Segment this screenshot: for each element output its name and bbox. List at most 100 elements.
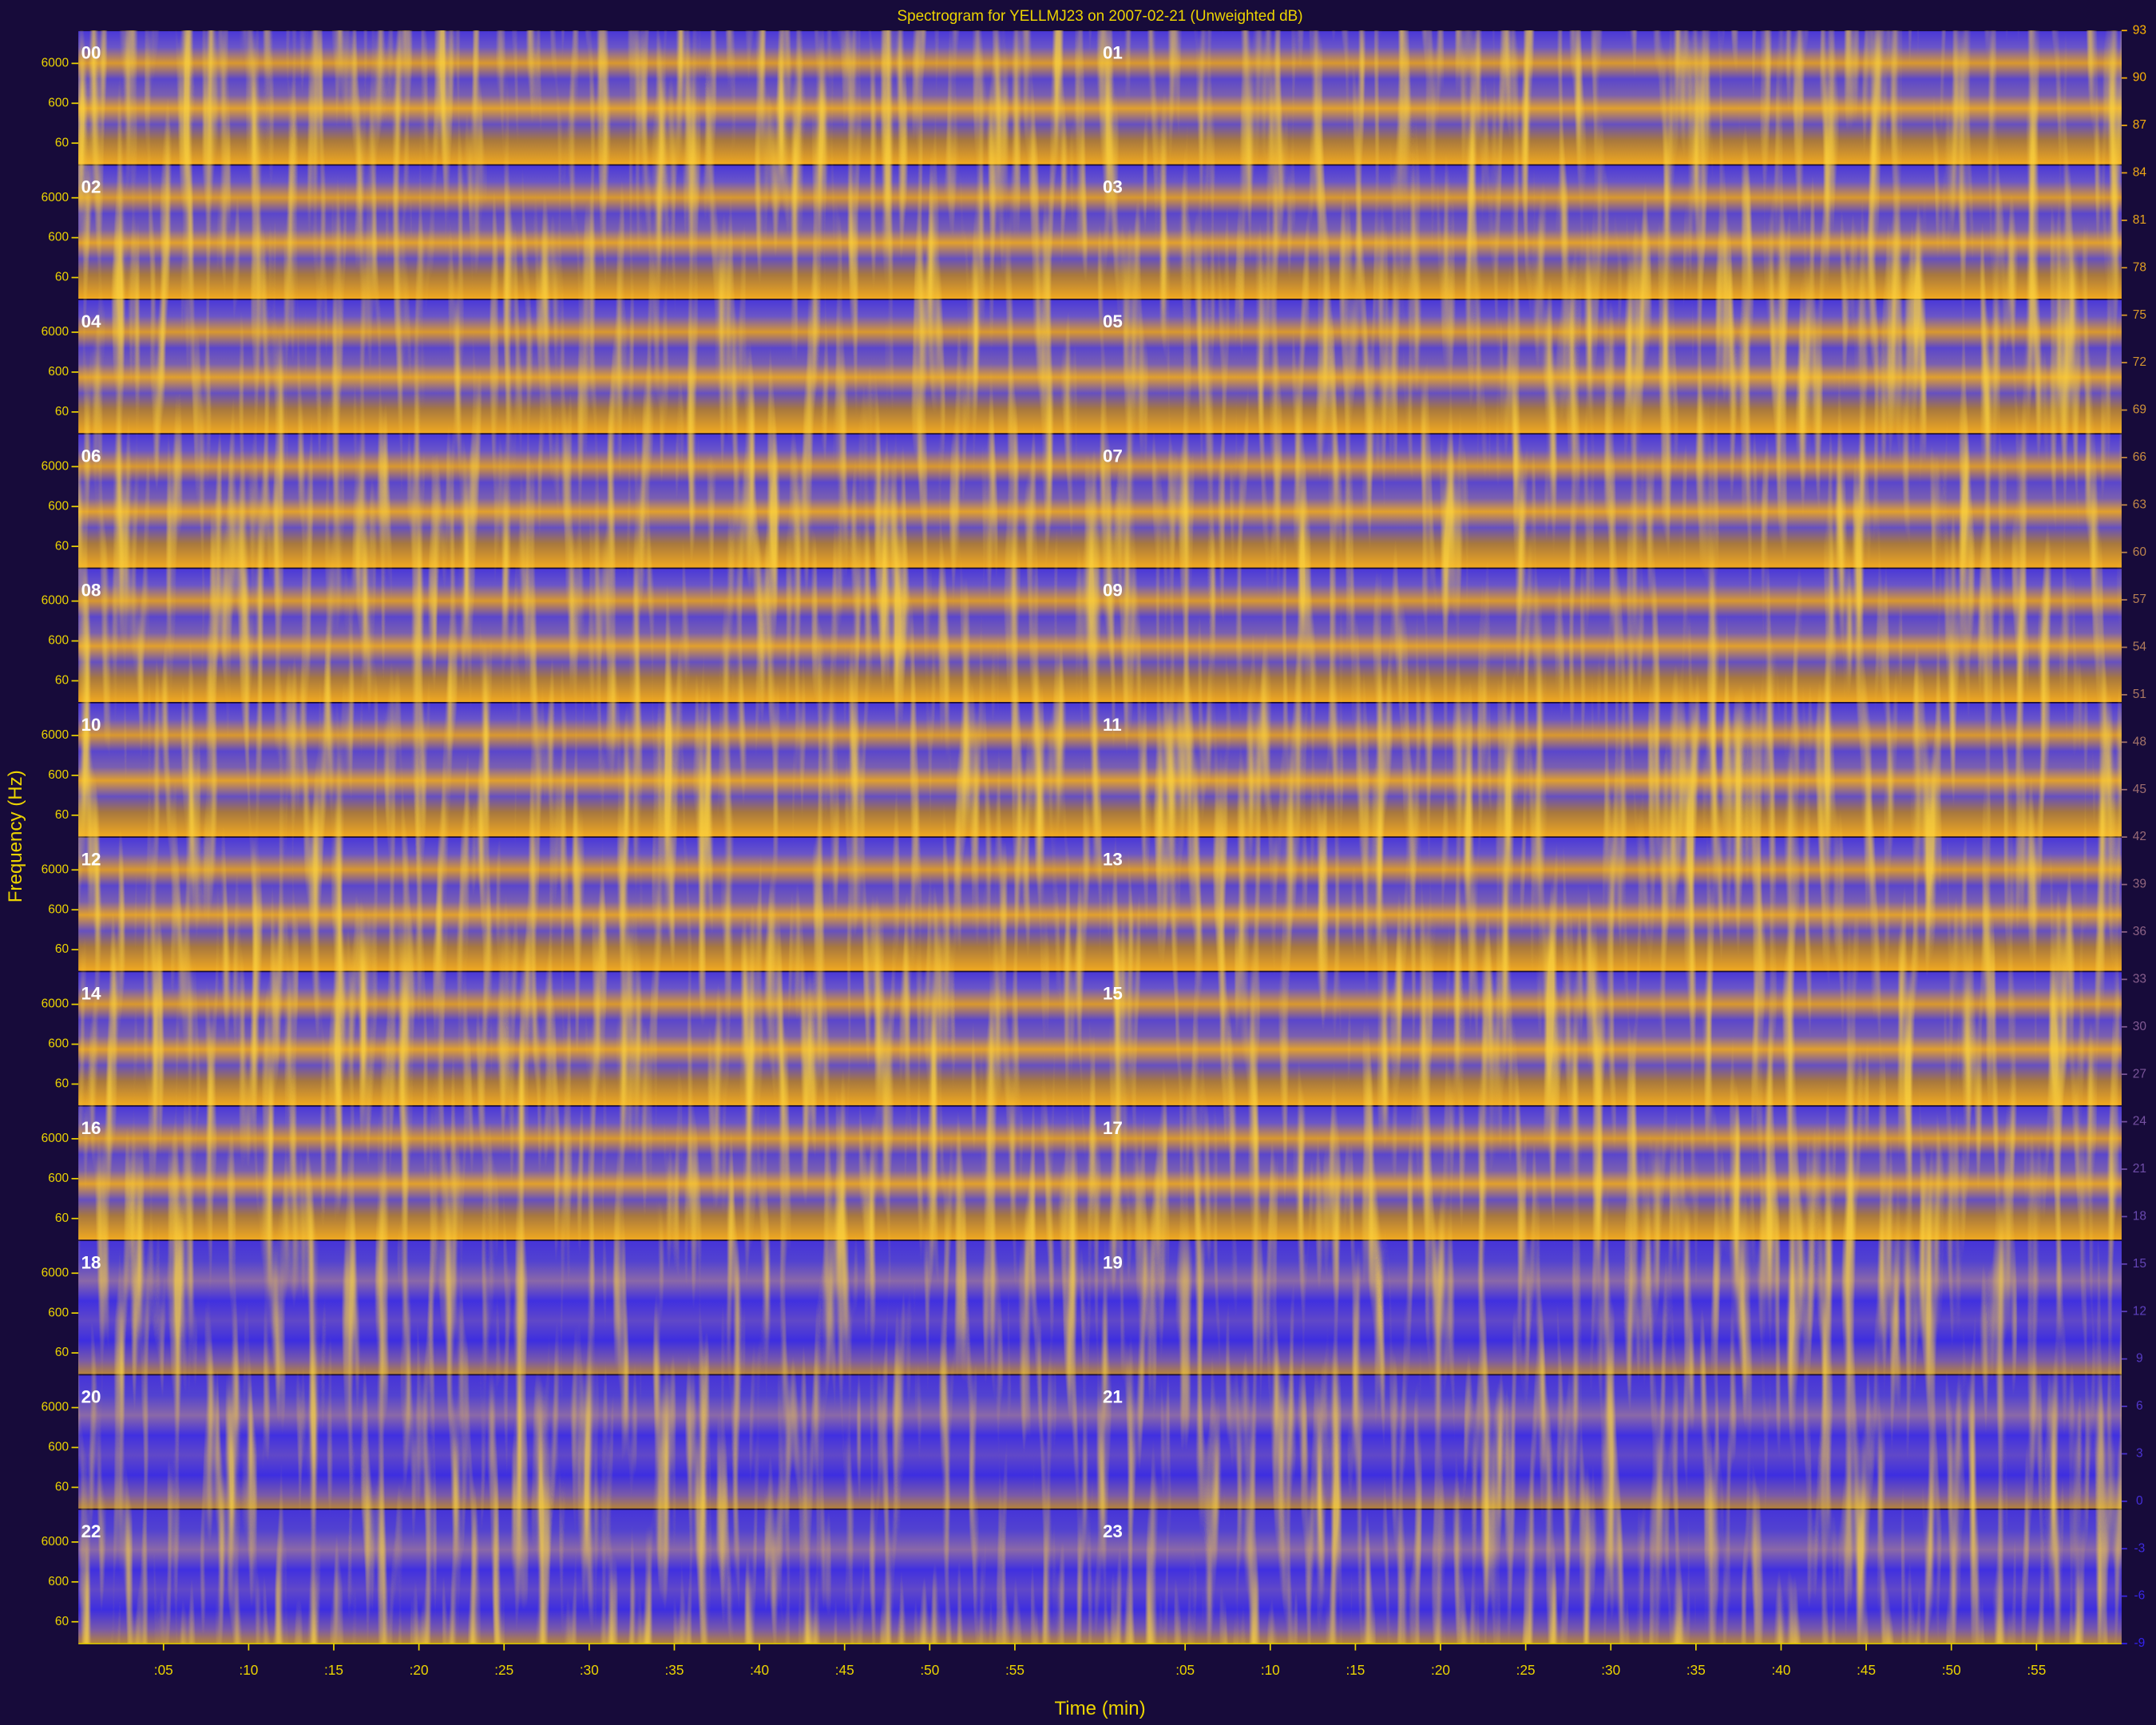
colorbar-tick-label: 90 [2133, 71, 2146, 85]
y-tick-label: 600 [48, 768, 69, 782]
y-tick-label: 6000 [42, 1535, 69, 1549]
x-tick-label: :20 [410, 1662, 429, 1678]
y-tick-label: 600 [48, 231, 69, 244]
colorbar-tick-label: 42 [2133, 830, 2146, 843]
colorbar-tick-label: 54 [2133, 640, 2147, 654]
colorbar-tick-label: 15 [2133, 1257, 2146, 1271]
colorbar-tick-label: 18 [2133, 1209, 2146, 1223]
colorbar-tick-label: 3 [2136, 1447, 2143, 1461]
panel-label: 01 [1103, 42, 1123, 62]
x-tick-label: :35 [1686, 1662, 1706, 1678]
colorbar-tick-label: 9 [2136, 1352, 2143, 1366]
y-tick-label: 6000 [42, 862, 69, 876]
x-tick-label: :30 [1601, 1662, 1620, 1678]
chart-title: Spectrogram for YELLMJ23 on 2007-02-21 (… [897, 8, 1302, 25]
colorbar-tick-label: -6 [2134, 1589, 2145, 1603]
colorbar-tick-label: 66 [2133, 450, 2146, 464]
x-tick-label: :05 [154, 1662, 173, 1678]
y-tick-label: 60 [55, 1077, 69, 1091]
colorbar-tick-label: 45 [2133, 783, 2146, 796]
x-axis-label: Time (min) [1054, 1698, 1145, 1719]
y-tick-label: 600 [48, 365, 69, 379]
x-tick-label: :20 [1431, 1662, 1450, 1678]
x-tick-label: :45 [835, 1662, 854, 1678]
panel-label: 04 [81, 311, 101, 331]
colorbar-tick-label: 63 [2133, 498, 2146, 511]
panel-label: 23 [1103, 1521, 1123, 1541]
panel-label: 03 [1103, 177, 1123, 197]
panel-label: 22 [81, 1521, 101, 1541]
x-tick-label: :25 [494, 1662, 513, 1678]
colorbar-tick-label: 87 [2133, 118, 2146, 132]
colorbar-tick-label: 0 [2136, 1494, 2143, 1508]
colorbar-tick-label: 36 [2133, 925, 2146, 938]
colorbar-tick-label: 51 [2133, 688, 2146, 701]
panel-label: 19 [1103, 1252, 1123, 1272]
panel-label: 12 [81, 849, 101, 869]
panel-label: 08 [81, 581, 101, 601]
panel-label: 00 [81, 42, 101, 62]
panel-label: 11 [1103, 715, 1122, 735]
panel-label: 14 [81, 984, 101, 1004]
x-tick-label: :50 [1942, 1662, 1961, 1678]
panel-label: 02 [81, 177, 101, 197]
y-tick-label: 60 [55, 1346, 69, 1359]
panel-label: 09 [1103, 581, 1123, 601]
x-tick-label: :35 [665, 1662, 684, 1678]
colorbar-tick-label: 81 [2133, 213, 2146, 227]
x-tick-label: :10 [1261, 1662, 1280, 1678]
y-tick-label: 600 [48, 1172, 69, 1185]
y-tick-label: 6000 [42, 56, 69, 69]
y-tick-label: 600 [48, 1306, 69, 1319]
colorbar-tick-label: -3 [2134, 1541, 2145, 1555]
panel-label: 07 [1103, 446, 1123, 466]
colorbar-tick-label: -9 [2134, 1636, 2145, 1650]
panel-label: 21 [1103, 1387, 1123, 1407]
y-tick-label: 600 [48, 96, 69, 109]
panel-label: 10 [81, 715, 101, 735]
colorbar-tick-label: 21 [2133, 1162, 2146, 1176]
x-tick-label: :30 [580, 1662, 599, 1678]
x-tick-label: :15 [1346, 1662, 1365, 1678]
y-tick-label: 60 [55, 674, 69, 688]
y-tick-label: 6000 [42, 1401, 69, 1414]
colorbar-tick-label: 33 [2133, 972, 2146, 985]
colorbar-tick-label: 60 [2133, 545, 2146, 559]
y-tick-label: 6000 [42, 1132, 69, 1145]
colorbar-tick-label: 69 [2133, 403, 2146, 417]
panel-label: 06 [81, 446, 101, 466]
x-tick-label: :15 [324, 1662, 343, 1678]
y-tick-label: 600 [48, 1037, 69, 1051]
x-tick-label: :45 [1857, 1662, 1876, 1678]
x-tick-label: :55 [1005, 1662, 1024, 1678]
y-tick-label: 6000 [42, 459, 69, 473]
x-tick-label: :40 [750, 1662, 769, 1678]
x-tick-label: :40 [1772, 1662, 1791, 1678]
x-tick-label: :50 [920, 1662, 939, 1678]
y-tick-label: 60 [55, 136, 69, 149]
colorbar-tick-label: 75 [2133, 308, 2146, 322]
y-tick-label: 6000 [42, 997, 69, 1011]
x-tick-label: :05 [1175, 1662, 1195, 1678]
y-tick-label: 6000 [42, 1266, 69, 1279]
panel-label: 05 [1103, 311, 1123, 331]
y-axis-label: Frequency (Hz) [5, 770, 26, 902]
y-tick-label: 60 [55, 1480, 69, 1493]
colorbar-tick-label: 27 [2133, 1067, 2146, 1081]
y-tick-label: 600 [48, 499, 69, 513]
y-tick-label: 60 [55, 539, 69, 553]
colorbar-tick-label: 30 [2133, 1020, 2146, 1033]
y-tick-label: 600 [48, 1575, 69, 1588]
y-tick-label: 60 [55, 942, 69, 956]
colorbar-tick-label: 39 [2133, 878, 2146, 891]
colorbar-tick-label: 6 [2136, 1399, 2143, 1413]
colorbar-tick-label: 48 [2133, 735, 2146, 748]
panel-label: 15 [1103, 984, 1123, 1004]
panel-label: 18 [81, 1252, 101, 1272]
y-tick-label: 6000 [42, 325, 69, 339]
colorbar-tick-label: 57 [2133, 593, 2146, 606]
colorbar-tick-label: 84 [2133, 166, 2147, 180]
y-tick-label: 600 [48, 902, 69, 916]
